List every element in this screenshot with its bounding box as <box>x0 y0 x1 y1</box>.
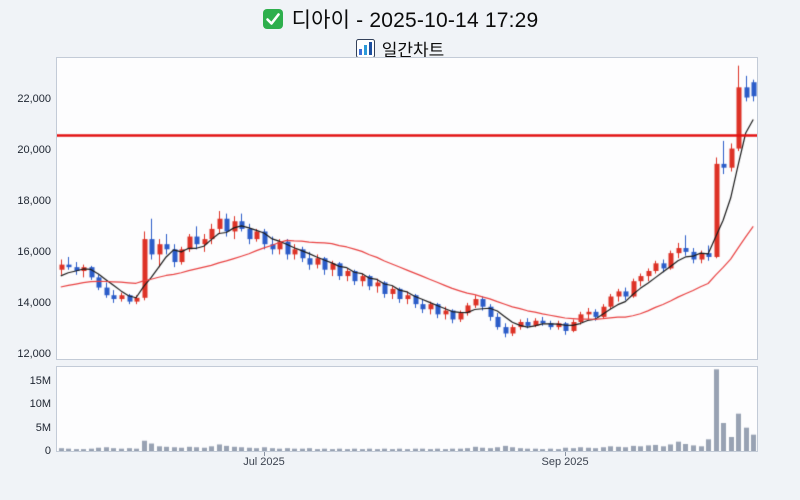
volume-axis-label: 10M <box>29 398 51 411</box>
chart-subtitle-row: 일간차트 <box>0 36 800 61</box>
volume-axis-label: 0 <box>44 445 51 457</box>
date-axis-tick <box>264 452 265 456</box>
date-axis-label: Sep 2025 <box>541 456 589 468</box>
price-axis-label: 16,000 <box>17 245 51 258</box>
date-axis-label: Jul 2025 <box>243 456 285 468</box>
price-axis-label: 20,000 <box>17 143 51 156</box>
checkbox-checked-icon <box>262 8 284 30</box>
price-axis-label: 18,000 <box>17 194 51 207</box>
volume-chart-canvas[interactable] <box>56 366 758 452</box>
price-chart-canvas[interactable] <box>56 57 758 360</box>
price-axis-label: 22,000 <box>17 92 51 105</box>
price-axis-label: 12,000 <box>17 347 51 360</box>
volume-axis-label: 15M <box>29 375 51 387</box>
chart-title: 디아이 - 2025-10-14 17:29 <box>291 9 539 32</box>
chart-subtitle: 일간차트 <box>381 41 445 60</box>
volume-axis-label: 5M <box>35 421 51 434</box>
chart-title-row: 디아이 - 2025-10-14 17:29 <box>0 4 800 34</box>
bar-chart-icon <box>355 39 375 58</box>
date-axis-tick <box>565 452 566 456</box>
price-axis-label: 14,000 <box>17 296 51 309</box>
